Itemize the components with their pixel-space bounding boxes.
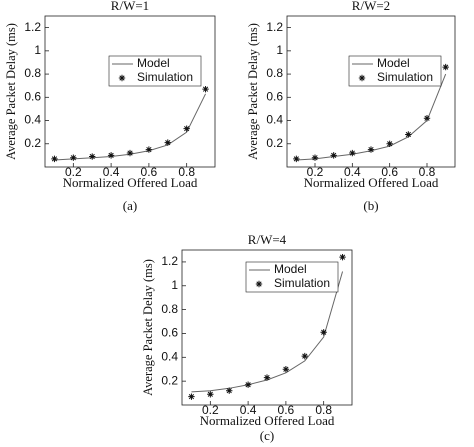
legend-box [348, 55, 442, 87]
data-point [339, 253, 346, 261]
y-tick-label: 1.2 [161, 254, 178, 268]
x-axis-label: Normalized Offered Load [200, 413, 335, 428]
data-point [301, 352, 308, 360]
data-point [293, 155, 300, 163]
x-tick-label: 0.2 [307, 165, 324, 179]
caption: (a) [123, 198, 137, 213]
data-point [282, 366, 290, 373]
y-tick-label: 0.2 [24, 136, 41, 150]
legend-label: Model [377, 56, 410, 70]
y-tick-label: 1 [276, 43, 283, 57]
data-point [202, 85, 209, 93]
x-axis-label: Normalized Offered Load [304, 175, 439, 190]
y-tick-label: 0.4 [24, 113, 41, 127]
legend-label: Model [137, 56, 170, 70]
x-tick-label: 0.4 [344, 165, 361, 179]
data-point [349, 149, 356, 157]
y-tick-label: 0.2 [266, 136, 283, 150]
legend-marker [358, 74, 366, 82]
data-point [405, 131, 412, 138]
x-tick-label: 0.8 [178, 165, 195, 179]
data-point [126, 149, 134, 157]
x-tick-label: 0.2 [65, 165, 82, 179]
y-axis-label: Average Packet Delay (ms) [4, 23, 18, 160]
x-tick-label: 0.6 [278, 403, 295, 417]
x-axis-label: Normalized Offered Load [63, 175, 198, 190]
subplot: R/W=1 Normalized Offered Load Average Pack… [4, 0, 216, 213]
data-point [207, 391, 214, 398]
y-tick-label: 0.6 [24, 89, 41, 103]
legend-label: Simulation [377, 70, 433, 84]
data-point [51, 155, 58, 163]
legend-label: Model [274, 262, 307, 276]
data-point [70, 154, 77, 161]
chart-title: R/W=1 [111, 0, 149, 13]
legend-marker [118, 74, 126, 82]
data-point [442, 63, 449, 71]
data-point [164, 139, 171, 146]
chart-title: R/W=4 [248, 232, 287, 247]
legend-marker [255, 280, 263, 288]
y-tick-label: 0.4 [266, 113, 283, 127]
data-point [226, 387, 233, 394]
y-tick-label: 0.6 [266, 89, 283, 103]
data-point [145, 146, 153, 153]
data-point [188, 393, 195, 400]
legend-box [245, 261, 339, 293]
data-point [263, 374, 271, 381]
plot-frame [44, 15, 216, 168]
data-point [244, 381, 252, 388]
data-point [320, 329, 327, 336]
y-tick-label: 1 [34, 43, 41, 57]
y-tick-label: 0.6 [161, 326, 178, 340]
caption: (c) [260, 428, 274, 443]
y-axis-label: Average Packet Delay (ms) [246, 23, 260, 160]
plot-frame [181, 249, 353, 406]
x-tick-label: 0.6 [381, 165, 398, 179]
data-point [367, 146, 375, 153]
x-tick-label: 0.2 [202, 403, 219, 417]
subplot: R/W=2 Normalized Offered Load Average Pack… [246, 0, 456, 213]
x-tick-label: 0.8 [315, 403, 332, 417]
y-tick-label: 0.8 [266, 66, 283, 80]
y-tick-label: 1.2 [24, 20, 41, 34]
plot-frame [286, 15, 456, 168]
x-tick-label: 0.4 [103, 165, 120, 179]
legend-box [108, 55, 202, 87]
data-point [89, 153, 96, 160]
data-point [311, 154, 319, 161]
chart-title: R/W=2 [352, 0, 390, 13]
subplot: R/W=4 Normalized Offered Load Average Pack… [141, 232, 353, 443]
y-tick-label: 0.2 [161, 373, 178, 387]
data-point [183, 125, 190, 132]
y-tick-label: 1 [171, 278, 178, 292]
legend-label: Simulation [137, 70, 193, 84]
y-tick-label: 1.2 [266, 20, 283, 34]
y-tick-label: 0.4 [161, 349, 178, 363]
caption: (b) [363, 198, 378, 213]
data-point [423, 115, 431, 122]
data-point [107, 152, 115, 159]
y-tick-label: 0.8 [161, 302, 178, 316]
y-axis-label: Average Packet Delay (ms) [141, 259, 155, 396]
legend-label: Simulation [274, 276, 330, 290]
data-point [330, 152, 337, 159]
data-point [386, 140, 393, 147]
x-tick-label: 0.8 [419, 165, 436, 179]
x-tick-label: 0.4 [240, 403, 257, 417]
y-tick-label: 0.8 [24, 66, 41, 80]
x-tick-label: 0.6 [141, 165, 158, 179]
